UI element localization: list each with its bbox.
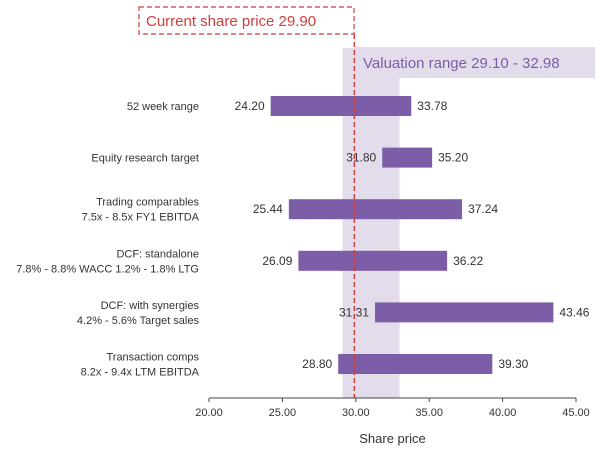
x-tick-label: 25.00 <box>269 407 297 419</box>
current-price-label-box <box>138 6 355 35</box>
bar-high-label: 35.20 <box>438 151 468 165</box>
x-axis-title: Share price <box>359 431 425 446</box>
bar-high-label: 37.24 <box>468 202 498 216</box>
bar-high-label: 39.30 <box>498 357 528 371</box>
current-price-label: Current share price 29.90 <box>146 13 316 30</box>
x-tick-label: 30.00 <box>342 407 370 419</box>
category-label: 8.2x - 9.4x LTM EBITDA <box>81 367 200 379</box>
category-label: DCF: standalone <box>116 248 199 260</box>
category-label: Transaction comps <box>106 352 199 364</box>
range-bar <box>375 302 554 323</box>
bar-low-label: 31.80 <box>346 151 376 165</box>
bar-low-label: 24.20 <box>235 99 265 113</box>
bar-low-label: 31.31 <box>339 305 369 319</box>
bar-low-label: 25.44 <box>253 202 283 216</box>
category-label: Equity research target <box>91 153 199 165</box>
bar-low-label: 26.09 <box>262 254 292 268</box>
range-bar <box>382 147 433 168</box>
bar-low-label: 28.80 <box>302 357 332 371</box>
x-tick-label: 20.00 <box>195 407 223 419</box>
valuation-range-label-box <box>355 47 595 78</box>
category-label: Trading comparables <box>96 197 199 209</box>
x-tick-label: 45.00 <box>562 407 590 419</box>
range-bar <box>288 199 463 220</box>
range-bar <box>338 354 493 374</box>
category-label: 4.2% - 5.6% Target sales <box>77 315 200 327</box>
category-label: 7.5x - 8.5x FY1 EBITDA <box>82 212 200 224</box>
range-bar <box>270 96 412 116</box>
category-label: 52 week range <box>127 101 199 113</box>
bar-high-label: 43.46 <box>559 305 589 319</box>
bars-group: 24.20 33.78 52 week range 31.80 35.20 Equity … <box>16 96 590 379</box>
valuation-range-label: Valuation range 29.10 - 32.98 <box>363 55 560 72</box>
bar-high-label: 33.78 <box>417 99 447 113</box>
category-label: 7.8% - 8.8% WACC 1.2% - 1.8% LTG <box>16 263 199 275</box>
bar-high-label: 36.22 <box>453 254 483 268</box>
category-label: DCF: with synergies <box>101 300 200 312</box>
range-bar <box>298 250 448 271</box>
x-tick-label: 35.00 <box>415 407 443 419</box>
x-axis-ticks: 20.00 25.00 30.00 35.00 40.00 45.00 <box>195 398 590 419</box>
x-tick-label: 40.00 <box>489 407 517 419</box>
